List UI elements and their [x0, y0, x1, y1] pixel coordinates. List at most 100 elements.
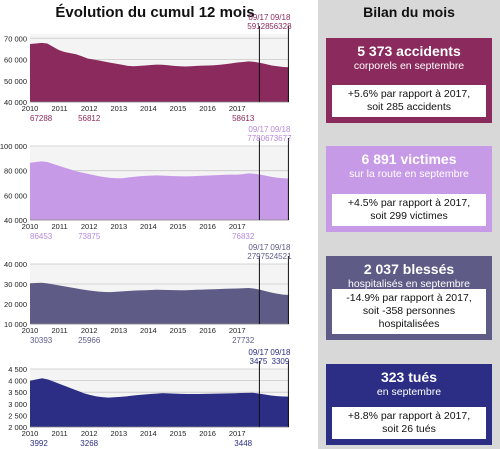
- x-tick-label: 2015: [170, 104, 187, 113]
- chart-1: 40 000 50 000 60 000 70 000 2010 2011 2012 2013…: [4, 13, 292, 123]
- annotation-label: 3992: [30, 439, 48, 448]
- marker-value-0917: 27975: [247, 252, 270, 261]
- x-tick-label: 2011: [52, 104, 68, 113]
- x-tick-label: 2016: [199, 104, 216, 113]
- card-comparison: +4.5% par rapport à 2017, soit 299 victi…: [332, 194, 486, 226]
- x-tick-label: 2015: [170, 222, 187, 231]
- x-tick-label: 2013: [110, 104, 127, 113]
- y-tick-label: 20 000: [4, 300, 27, 309]
- x-tick-label: 2010: [22, 429, 39, 438]
- side-panel: Bilan du mois 5 373 accidents corporels …: [318, 0, 500, 449]
- x-tick-label: 2012: [81, 104, 98, 113]
- area-series: [30, 282, 289, 324]
- x-tick-label: 2016: [199, 429, 216, 438]
- card-comparison-line2: soit 285 accidents: [366, 101, 452, 113]
- area-series: [30, 161, 289, 220]
- annotation-label: 3448: [234, 439, 252, 448]
- x-tick-label: 2017: [229, 326, 246, 335]
- x-tick-label: 2016: [199, 222, 216, 231]
- marker-value-0918: 3309: [272, 357, 290, 366]
- x-tick-label: 2016: [199, 326, 216, 335]
- x-tick-label: 2014: [140, 326, 157, 335]
- card-subtitle: hospitalisés en septembre: [348, 278, 470, 290]
- y-tick-label: 3 000: [8, 400, 27, 409]
- marker-label-0918: 09/18: [270, 243, 291, 252]
- y-tick-label: 60 000: [4, 56, 27, 65]
- card-victimes: 6 891 victimes sur la route en septembre…: [326, 146, 492, 232]
- marker-label-0917: 09/17: [248, 243, 269, 252]
- marker-label-0917: 09/17: [248, 125, 269, 134]
- x-tick-label: 2013: [110, 222, 127, 231]
- x-tick-label: 2015: [170, 429, 187, 438]
- marker-value-0917: 3475: [250, 357, 268, 366]
- marker-label-0918: 09/18: [270, 13, 291, 22]
- y-tick-label: 50 000: [4, 77, 27, 86]
- x-tick-label: 2014: [140, 104, 157, 113]
- x-tick-label: 2015: [170, 326, 187, 335]
- card-subtitle: corporels en septembre: [353, 60, 465, 72]
- page-title: Évolution du cumul 12 mois: [55, 4, 255, 21]
- x-tick-label: 2011: [52, 326, 68, 335]
- card-comparison-line2: soit 26 tués: [382, 423, 436, 435]
- annotation-label: 73875: [78, 232, 101, 241]
- y-tick-label: 30 000: [4, 280, 27, 289]
- card-comparison: -14.9% par rapport à 2017, soit -358 per…: [332, 289, 486, 334]
- card-tues: 323 tués en septembre +8.8% par rapport …: [326, 364, 492, 445]
- y-tick-label: 40 000: [4, 216, 27, 225]
- card-headline: 323 tués: [380, 369, 438, 385]
- card-comparison-line2: soit 299 victimes: [370, 210, 448, 222]
- annotation-label: 27732: [232, 336, 255, 345]
- marker-label-0917: 09/17: [248, 13, 269, 22]
- area-series: [30, 378, 289, 427]
- y-tick-label: 80 000: [4, 167, 27, 176]
- y-tick-label: 3 500: [8, 388, 27, 397]
- y-tick-label: 100 000: [0, 142, 27, 151]
- y-tick-label: 40 000: [4, 98, 27, 107]
- card-headline: 2 037 blessés: [363, 261, 455, 277]
- card-comparison: +8.8% par rapport à 2017, soit 26 tués: [332, 407, 486, 439]
- y-tick-label: 4 500: [8, 365, 27, 374]
- y-tick-label: 60 000: [4, 191, 27, 200]
- charts-area: 40 000 50 000 60 000 70 000 2010 2011 2012 2013…: [0, 13, 292, 448]
- card-subtitle: sur la route en septembre: [349, 168, 469, 180]
- card-comparison-line1: +5.6% par rapport à 2017,: [347, 88, 471, 100]
- annotation-label: 86453: [30, 232, 53, 241]
- marker-value-0918: 24521: [269, 252, 292, 261]
- x-tick-label: 2014: [140, 222, 157, 231]
- y-tick-label: 10 000: [4, 320, 27, 329]
- x-tick-label: 2013: [110, 429, 127, 438]
- y-tick-label: 70 000: [4, 34, 27, 43]
- x-tick-label: 2014: [140, 429, 157, 438]
- card-comparison-line1: -14.9% par rapport à 2017,: [346, 292, 472, 304]
- card-accidents: 5 373 accidents corporels en septembre +…: [326, 38, 492, 123]
- x-tick-label: 2010: [22, 326, 39, 335]
- y-tick-label: 2 500: [8, 411, 27, 420]
- y-tick-label: 4 000: [8, 377, 27, 386]
- marker-value-0917: 77806: [247, 134, 270, 143]
- card-comparison-line1: +8.8% par rapport à 2017,: [347, 410, 471, 422]
- x-tick-label: 2012: [81, 326, 98, 335]
- marker-label-0918: 09/18: [270, 125, 291, 134]
- card-subtitle: en septembre: [376, 386, 442, 398]
- marker-label-0918: 09/18: [270, 348, 291, 357]
- card-headline: 5 373 accidents: [357, 43, 461, 59]
- annotation-label: 67288: [30, 114, 53, 123]
- x-tick-label: 2013: [110, 326, 127, 335]
- x-tick-label: 2017: [229, 222, 246, 231]
- chart-4: 2 000 2 500 3 000 3 500 4 000 4 500 2010 2011 20…: [8, 348, 291, 448]
- y-tick-label: 2 000: [8, 423, 27, 432]
- annotation-label: 25966: [78, 336, 101, 345]
- card-comparison-line1: +4.5% par rapport à 2017,: [347, 197, 471, 209]
- marker-value-0917: 59128: [247, 22, 270, 31]
- annotation-label: 58613: [232, 114, 255, 123]
- annotation-label: 30393: [30, 336, 53, 345]
- x-tick-label: 2011: [52, 429, 68, 438]
- card-comparison-line2: soit -358 personnes hospitalisées: [362, 305, 456, 330]
- x-tick-label: 2017: [229, 104, 246, 113]
- marker-value-0918: 56328: [269, 22, 292, 31]
- marker-label-0917: 09/17: [248, 348, 269, 357]
- x-tick-label: 2017: [229, 429, 246, 438]
- card-comparison: +5.6% par rapport à 2017, soit 285 accid…: [332, 85, 486, 117]
- annotation-label: 56812: [78, 114, 101, 123]
- x-tick-label: 2010: [22, 222, 39, 231]
